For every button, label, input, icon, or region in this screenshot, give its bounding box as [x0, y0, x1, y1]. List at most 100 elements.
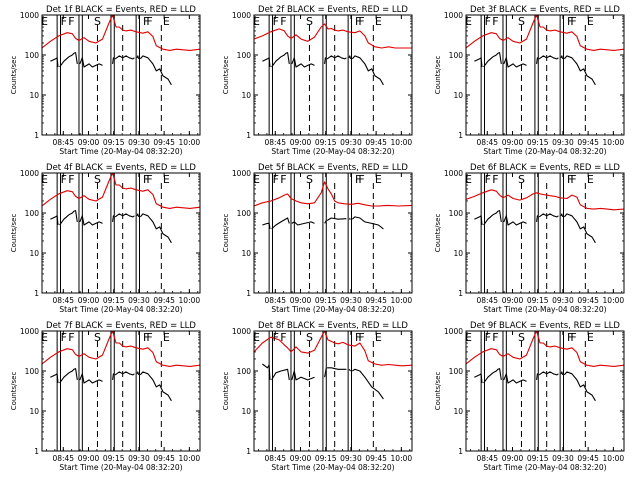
x-axis-label: Start Time (20-May-04 08:32:20) — [483, 463, 606, 472]
flag-letter: E — [41, 173, 48, 186]
x-axis-label: Start Time (20-May-04 08:32:20) — [59, 463, 182, 472]
plot-area — [42, 15, 200, 135]
flag-letter: F — [68, 15, 74, 28]
y-tick-label: 1 — [34, 131, 39, 140]
x-axis-label: Start Time (20-May-04 08:32:20) — [59, 147, 182, 156]
y-tick-label: 1000 — [444, 327, 463, 336]
flag-letter: F — [485, 15, 491, 28]
y-tick-label: 10 — [29, 407, 39, 416]
flag-letter: F — [567, 331, 573, 344]
events-series-line — [474, 215, 483, 226]
x-tick-label: 08:45 — [264, 454, 286, 463]
x-tick-label: 09:30 — [128, 138, 150, 147]
panel-title: Det 4f BLACK = Events, RED = LLD — [46, 163, 196, 173]
y-axis-label: Counts/sec — [434, 56, 442, 95]
flag-letter: F — [143, 173, 149, 186]
y-tick-label: 1 — [246, 131, 251, 140]
flag-letter: F — [146, 331, 152, 344]
panel-title: Det 5f BLACK = Events, RED = LLD — [258, 163, 408, 173]
events-series-line — [348, 218, 351, 220]
panel-title: Det 8f BLACK = Events, RED = LLD — [258, 321, 408, 331]
events-series-line — [560, 371, 564, 376]
flag-letter: F — [68, 331, 74, 344]
flag-letter: F — [273, 15, 279, 28]
events-series-line — [271, 52, 290, 68]
flag-letter: F — [567, 173, 573, 186]
x-tick-label: 09:00 — [290, 454, 312, 463]
flag-letter: E — [253, 15, 260, 28]
y-tick-label: 10 — [453, 249, 463, 258]
flag-letter: F — [273, 331, 279, 344]
detector-panel: Det 1f BLACK = Events, RED = LLD 1 10 100 10… — [10, 5, 201, 156]
y-tick-label: 10 — [453, 407, 463, 416]
y-tick-label: 1 — [458, 447, 463, 456]
plot-area — [466, 15, 624, 135]
x-tick-label: 09:15 — [527, 138, 549, 147]
events-series-line — [503, 373, 527, 384]
events-series-line — [483, 52, 502, 68]
flag-letter: S — [306, 331, 313, 344]
flag-letter: F — [146, 15, 152, 28]
y-tick-label: 1000 — [444, 169, 463, 178]
y-axis-label: Counts/sec — [10, 372, 18, 411]
x-tick-label: 10:00 — [391, 296, 413, 305]
lld-series-line — [254, 181, 412, 207]
flag-letter: E — [253, 331, 260, 344]
events-series-line — [351, 216, 384, 230]
x-tick-label: 08:45 — [476, 454, 498, 463]
y-tick-label: 10 — [241, 407, 251, 416]
y-axis-label: Counts/sec — [434, 372, 442, 411]
y-tick-label: 1000 — [20, 11, 39, 20]
panel-title: Det 6f BLACK = Events, RED = LLD — [470, 163, 620, 173]
panel-title: Det 1f BLACK = Events, RED = LLD — [46, 5, 196, 15]
y-tick-label: 1000 — [20, 169, 39, 178]
flag-letter: E — [253, 173, 260, 186]
flag-letter: E — [163, 173, 170, 186]
x-tick-label: 09:30 — [128, 454, 150, 463]
events-series-line — [136, 55, 140, 60]
flag-letter: E — [163, 331, 170, 344]
x-tick-label: 09:00 — [502, 454, 524, 463]
x-axis-label: Start Time (20-May-04 08:32:20) — [483, 305, 606, 314]
flag-letter: F — [358, 331, 364, 344]
events-series-line — [291, 57, 315, 68]
events-series-line — [139, 371, 172, 402]
flag-letter: F — [146, 173, 152, 186]
y-tick-label: 1 — [458, 289, 463, 298]
x-tick-label: 10:00 — [179, 138, 201, 147]
x-tick-label: 09:15 — [103, 138, 125, 147]
x-tick-label: 09:45 — [153, 138, 175, 147]
events-series-line — [271, 368, 290, 381]
events-series-line — [136, 213, 140, 218]
x-tick-label: 09:00 — [290, 296, 312, 305]
flag-letter: F — [358, 15, 364, 28]
x-axis-label: Start Time (20-May-04 08:32:20) — [271, 305, 394, 314]
flag-letter: F — [61, 15, 67, 28]
x-tick-label: 10:00 — [179, 296, 201, 305]
y-axis-label: Counts/sec — [222, 56, 230, 95]
plot-frame — [41, 172, 201, 294]
flag-letter: E — [375, 15, 382, 28]
x-tick-label: 08:45 — [476, 138, 498, 147]
events-series-line — [538, 371, 559, 376]
y-tick-label: 100 — [237, 367, 252, 376]
x-tick-label: 09:30 — [128, 296, 150, 305]
plot-area — [42, 173, 200, 293]
x-tick-label: 09:45 — [365, 454, 387, 463]
flag-letter: S — [306, 173, 313, 186]
flag-letter: S — [518, 15, 525, 28]
detector-panel: Det 4f BLACK = Events, RED = LLD 1 10 100 10… — [10, 163, 201, 314]
x-tick-label: 09:45 — [365, 296, 387, 305]
detector-panel: Det 2f BLACK = Events, RED = LLD 1 10 100 10… — [222, 5, 413, 156]
detector-panel: Det 7f BLACK = Events, RED = LLD 1 10 100 10… — [10, 321, 201, 472]
x-axis-label: Start Time (20-May-04 08:32:20) — [483, 147, 606, 156]
y-tick-label: 10 — [241, 91, 251, 100]
x-tick-label: 08:45 — [52, 296, 74, 305]
y-tick-label: 10 — [29, 249, 39, 258]
flag-letter: S — [306, 15, 313, 28]
panel-title: Det 7f BLACK = Events, RED = LLD — [46, 321, 196, 331]
flag-letter: E — [375, 331, 382, 344]
flag-letter: F — [492, 331, 498, 344]
plot-frame — [41, 330, 201, 452]
x-tick-label: 09:45 — [577, 296, 599, 305]
